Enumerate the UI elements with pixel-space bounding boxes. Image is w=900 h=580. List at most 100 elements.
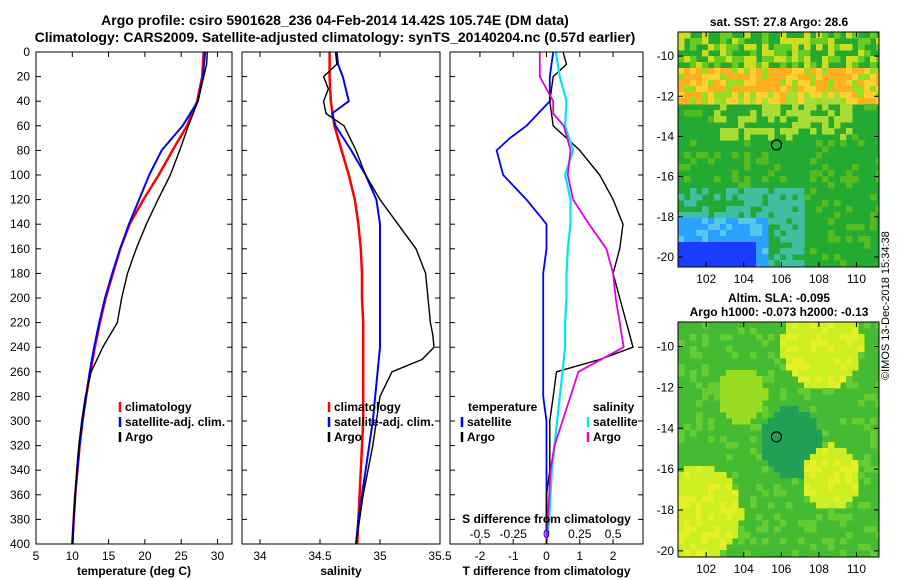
- data-point: [355, 149, 357, 151]
- sst-map-cell: [732, 206, 739, 213]
- sst-map-cell: [768, 194, 775, 201]
- data-point: [145, 223, 147, 225]
- sla-map-cell: [690, 538, 697, 545]
- sst-map-cell: [804, 56, 811, 63]
- sst-map-cell: [756, 194, 763, 201]
- data-point: [552, 112, 554, 115]
- sst-map-cell: [708, 242, 715, 249]
- depth-tick-label: 340: [10, 463, 30, 477]
- sst-map-cell: [714, 44, 721, 51]
- sst-map-cell: [690, 74, 697, 81]
- sst-map-cell: [762, 74, 769, 81]
- sla-map-cell: [828, 538, 835, 545]
- sst-map-cell: [702, 260, 709, 267]
- sst-map-cell: [768, 116, 775, 123]
- sst-map-cell: [720, 56, 727, 63]
- sla-map-cell: [708, 514, 715, 521]
- sla-map-cell: [762, 424, 769, 431]
- sla-map-cell: [816, 454, 823, 461]
- sla-map-lat-tick-label: -14: [657, 421, 675, 435]
- data-point: [552, 395, 554, 397]
- data-point: [379, 346, 381, 348]
- data-point: [360, 469, 362, 471]
- sst-map-cell: [804, 194, 811, 201]
- temperature-series-satellite-adj-clim-: [71, 52, 207, 544]
- temperature-series-argo: [72, 52, 208, 544]
- sst-map-cell: [810, 188, 817, 195]
- sla-map-cell: [858, 460, 865, 467]
- sla-map-cell: [828, 502, 835, 509]
- sst-map-cell: [750, 188, 757, 195]
- sla-map-cell: [738, 370, 745, 377]
- sst-map-lat-tick-label: -18: [657, 210, 675, 224]
- sst-map-cell: [744, 194, 751, 201]
- sla-map-cell: [798, 538, 805, 545]
- sst-map-cell: [690, 80, 697, 87]
- difference-axis-label: T difference from climatology: [462, 564, 630, 578]
- sst-map-cell: [714, 86, 721, 93]
- sla-map-lat-tick-label: -16: [657, 462, 675, 476]
- sla-map-cell: [726, 442, 733, 449]
- sla-map-cell: [720, 538, 727, 545]
- sla-map-cell: [702, 370, 709, 377]
- sst-map-cell: [792, 92, 799, 99]
- sla-map-cell: [774, 454, 781, 461]
- sla-map-cell: [780, 454, 787, 461]
- sla-map-cell: [792, 424, 799, 431]
- sla-map-cell: [828, 364, 835, 371]
- sst-map-cell: [738, 92, 745, 99]
- sla-map-cell: [726, 514, 733, 521]
- sla-map-cell: [828, 376, 835, 383]
- data-point: [569, 199, 572, 201]
- sla-map-cell: [774, 526, 781, 533]
- sst-map-cell: [720, 254, 727, 261]
- sla-map-cell: [762, 388, 769, 395]
- sla-map-cell: [750, 436, 757, 443]
- sla-map-cell: [786, 358, 793, 365]
- sst-map-cell: [702, 98, 709, 105]
- salinity-axis-label: salinity: [320, 564, 362, 578]
- sla-map-cell: [750, 370, 757, 377]
- data-point: [549, 494, 552, 496]
- sla-map-cell: [780, 352, 787, 359]
- sla-map-cell: [786, 424, 793, 431]
- sst-map-cell: [858, 140, 865, 147]
- data-point: [119, 248, 121, 250]
- data-point: [360, 248, 362, 250]
- sla-map-cell: [828, 352, 835, 359]
- sst-map-cell: [786, 110, 793, 117]
- sst-map-cell: [732, 260, 739, 267]
- sla-map-cell: [702, 502, 709, 509]
- sst-map-cell: [702, 212, 709, 219]
- sst-map-cell: [744, 224, 751, 231]
- data-point: [121, 297, 123, 299]
- sst-map-cell: [726, 32, 733, 39]
- sst-map-cell: [720, 92, 727, 99]
- sst-map-cell: [744, 134, 751, 141]
- sla-map-cell: [792, 430, 799, 437]
- sla-map-cell: [786, 430, 793, 437]
- sst-map-cell: [822, 86, 829, 93]
- data-point: [74, 494, 76, 496]
- sst-map-cell: [714, 110, 721, 117]
- sla-map-cell: [840, 454, 847, 461]
- sla-map-cell: [678, 526, 685, 533]
- sla-map-cell: [690, 514, 697, 521]
- sla-map-cell: [864, 394, 871, 401]
- sst-map-cell: [858, 38, 865, 45]
- sst-map-cell: [816, 38, 823, 45]
- sla-map-cell: [822, 352, 829, 359]
- sla-map-cell: [726, 334, 733, 341]
- sst-map-cell: [840, 260, 847, 267]
- sla-map-cell: [756, 526, 763, 533]
- sdiff-axis-label: S difference from climatology: [462, 512, 631, 526]
- sst-map-cell: [846, 92, 853, 99]
- sst-map-cell: [828, 182, 835, 189]
- sst-map-cell: [690, 260, 697, 267]
- data-point: [343, 125, 345, 127]
- sla-map-cell: [690, 478, 697, 485]
- sst-map-cell: [720, 98, 727, 105]
- sla-map-cell: [828, 334, 835, 341]
- data-point: [116, 322, 118, 324]
- sla-map-cell: [762, 442, 769, 449]
